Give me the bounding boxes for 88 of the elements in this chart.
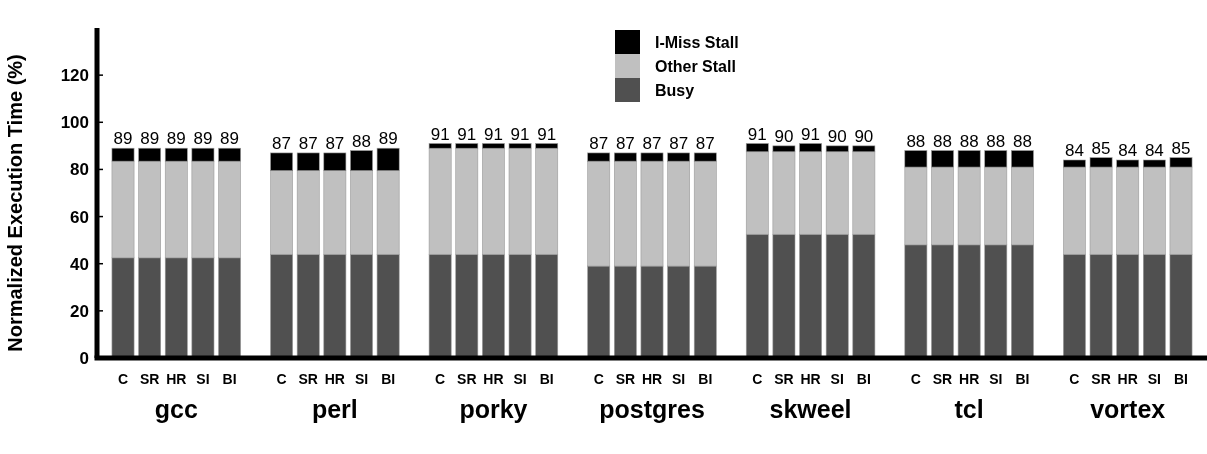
total-label: 88 [352, 131, 371, 151]
y-tick-label: 20 [70, 301, 89, 321]
x-tick-label: BI [222, 371, 237, 387]
total-label: 89 [220, 129, 240, 149]
total-label: 91 [747, 124, 767, 144]
total-label: 91 [510, 124, 530, 144]
x-tick-label: BI [698, 371, 713, 387]
text: perl [311, 395, 358, 423]
total-label: 91 [801, 124, 821, 144]
y-tick-label: 60 [70, 207, 89, 227]
total-label: 84 [1064, 141, 1084, 160]
total-label: 88 [986, 131, 1006, 151]
x-tick-label: SR [932, 371, 953, 387]
x-tick-label: BI [1173, 371, 1188, 387]
total-label: 87 [695, 133, 715, 153]
x-tick-label: SR [1091, 371, 1111, 387]
total-label: 89 [378, 129, 398, 149]
total-label: 91 [537, 124, 557, 144]
x-tick-label: BI [856, 371, 871, 387]
x-tick-label: BI [381, 371, 396, 387]
total-label: 84 [1144, 141, 1164, 160]
y-tick-label: 80 [70, 160, 89, 180]
total-label: 87 [325, 133, 345, 153]
text: skweel [769, 395, 852, 423]
total-label: 89 [166, 129, 186, 149]
y-tick-label: 40 [70, 254, 89, 274]
total-label: 91 [430, 124, 450, 144]
x-tick-label: BI [1015, 371, 1030, 387]
total-label: 87 [298, 133, 318, 153]
x-tick-label: SI [196, 371, 210, 387]
y-axis-title: Normalized Execution Time (%) [4, 54, 26, 352]
x-tick-label: SI [672, 371, 686, 387]
total-label: 87 [615, 133, 635, 153]
x-tick-label: SI [513, 371, 527, 387]
text: tcl [954, 395, 984, 423]
total-label: 88 [1012, 131, 1032, 151]
total-label: 90 [854, 126, 874, 146]
x-tick-label: HR [483, 371, 504, 387]
total-label: 88 [933, 131, 952, 151]
x-tick-label: C [752, 371, 763, 387]
x-tick-label: HR [1117, 371, 1138, 387]
total-label: 89 [140, 129, 160, 149]
x-tick-label: SR [139, 371, 160, 387]
x-tick-label: BI [539, 371, 554, 387]
legend-label: Busy [655, 81, 695, 99]
x-tick-label: SI [989, 371, 1003, 387]
x-tick-label: SR [298, 371, 318, 387]
x-tick-label: SR [615, 371, 636, 387]
total-label: 88 [906, 131, 926, 151]
x-tick-label: C [593, 371, 604, 387]
x-tick-label: HR [959, 371, 980, 387]
x-tick-label: HR [324, 371, 345, 387]
total-label: 85 [1091, 138, 1111, 158]
x-tick-label: C [1069, 371, 1080, 387]
x-tick-label: HR [166, 371, 187, 387]
legend-label: Other Stall [655, 57, 736, 75]
x-tick-label: C [117, 371, 129, 387]
total-label: 91 [483, 124, 503, 144]
x-tick-label: SI [354, 371, 369, 387]
x-tick-label: SI [1147, 371, 1161, 387]
total-label: 88 [959, 131, 979, 151]
x-tick-label: C [910, 371, 921, 387]
y-tick-label: 120 [60, 66, 89, 86]
total-label: 87 [642, 133, 662, 153]
text: postgres [599, 395, 705, 423]
x-tick-label: C [435, 371, 446, 387]
y-tick-label: 100 [60, 113, 89, 133]
text: gcc [154, 395, 198, 423]
x-tick-label: SR [457, 371, 477, 387]
x-tick-label: SI [830, 371, 844, 387]
total-label: 89 [113, 129, 133, 149]
total-label: 84 [1118, 141, 1138, 160]
x-tick-label: SR [774, 371, 794, 387]
total-label: 87 [669, 133, 689, 153]
total-label: 90 [774, 126, 794, 146]
text: vortex [1090, 395, 1166, 423]
y-tick-label: 0 [79, 348, 89, 368]
x-tick-label: HR [800, 371, 821, 387]
total-label: 85 [1171, 138, 1191, 158]
text: porky [459, 395, 528, 423]
total-label: 90 [827, 126, 847, 146]
total-label: 87 [272, 133, 292, 153]
legend-label: I-Miss Stall [655, 33, 739, 51]
total-label: 89 [193, 129, 213, 149]
x-tick-label: C [276, 371, 287, 387]
total-label: 91 [457, 124, 477, 144]
x-tick-label: HR [641, 371, 663, 387]
total-label: 87 [589, 133, 609, 153]
